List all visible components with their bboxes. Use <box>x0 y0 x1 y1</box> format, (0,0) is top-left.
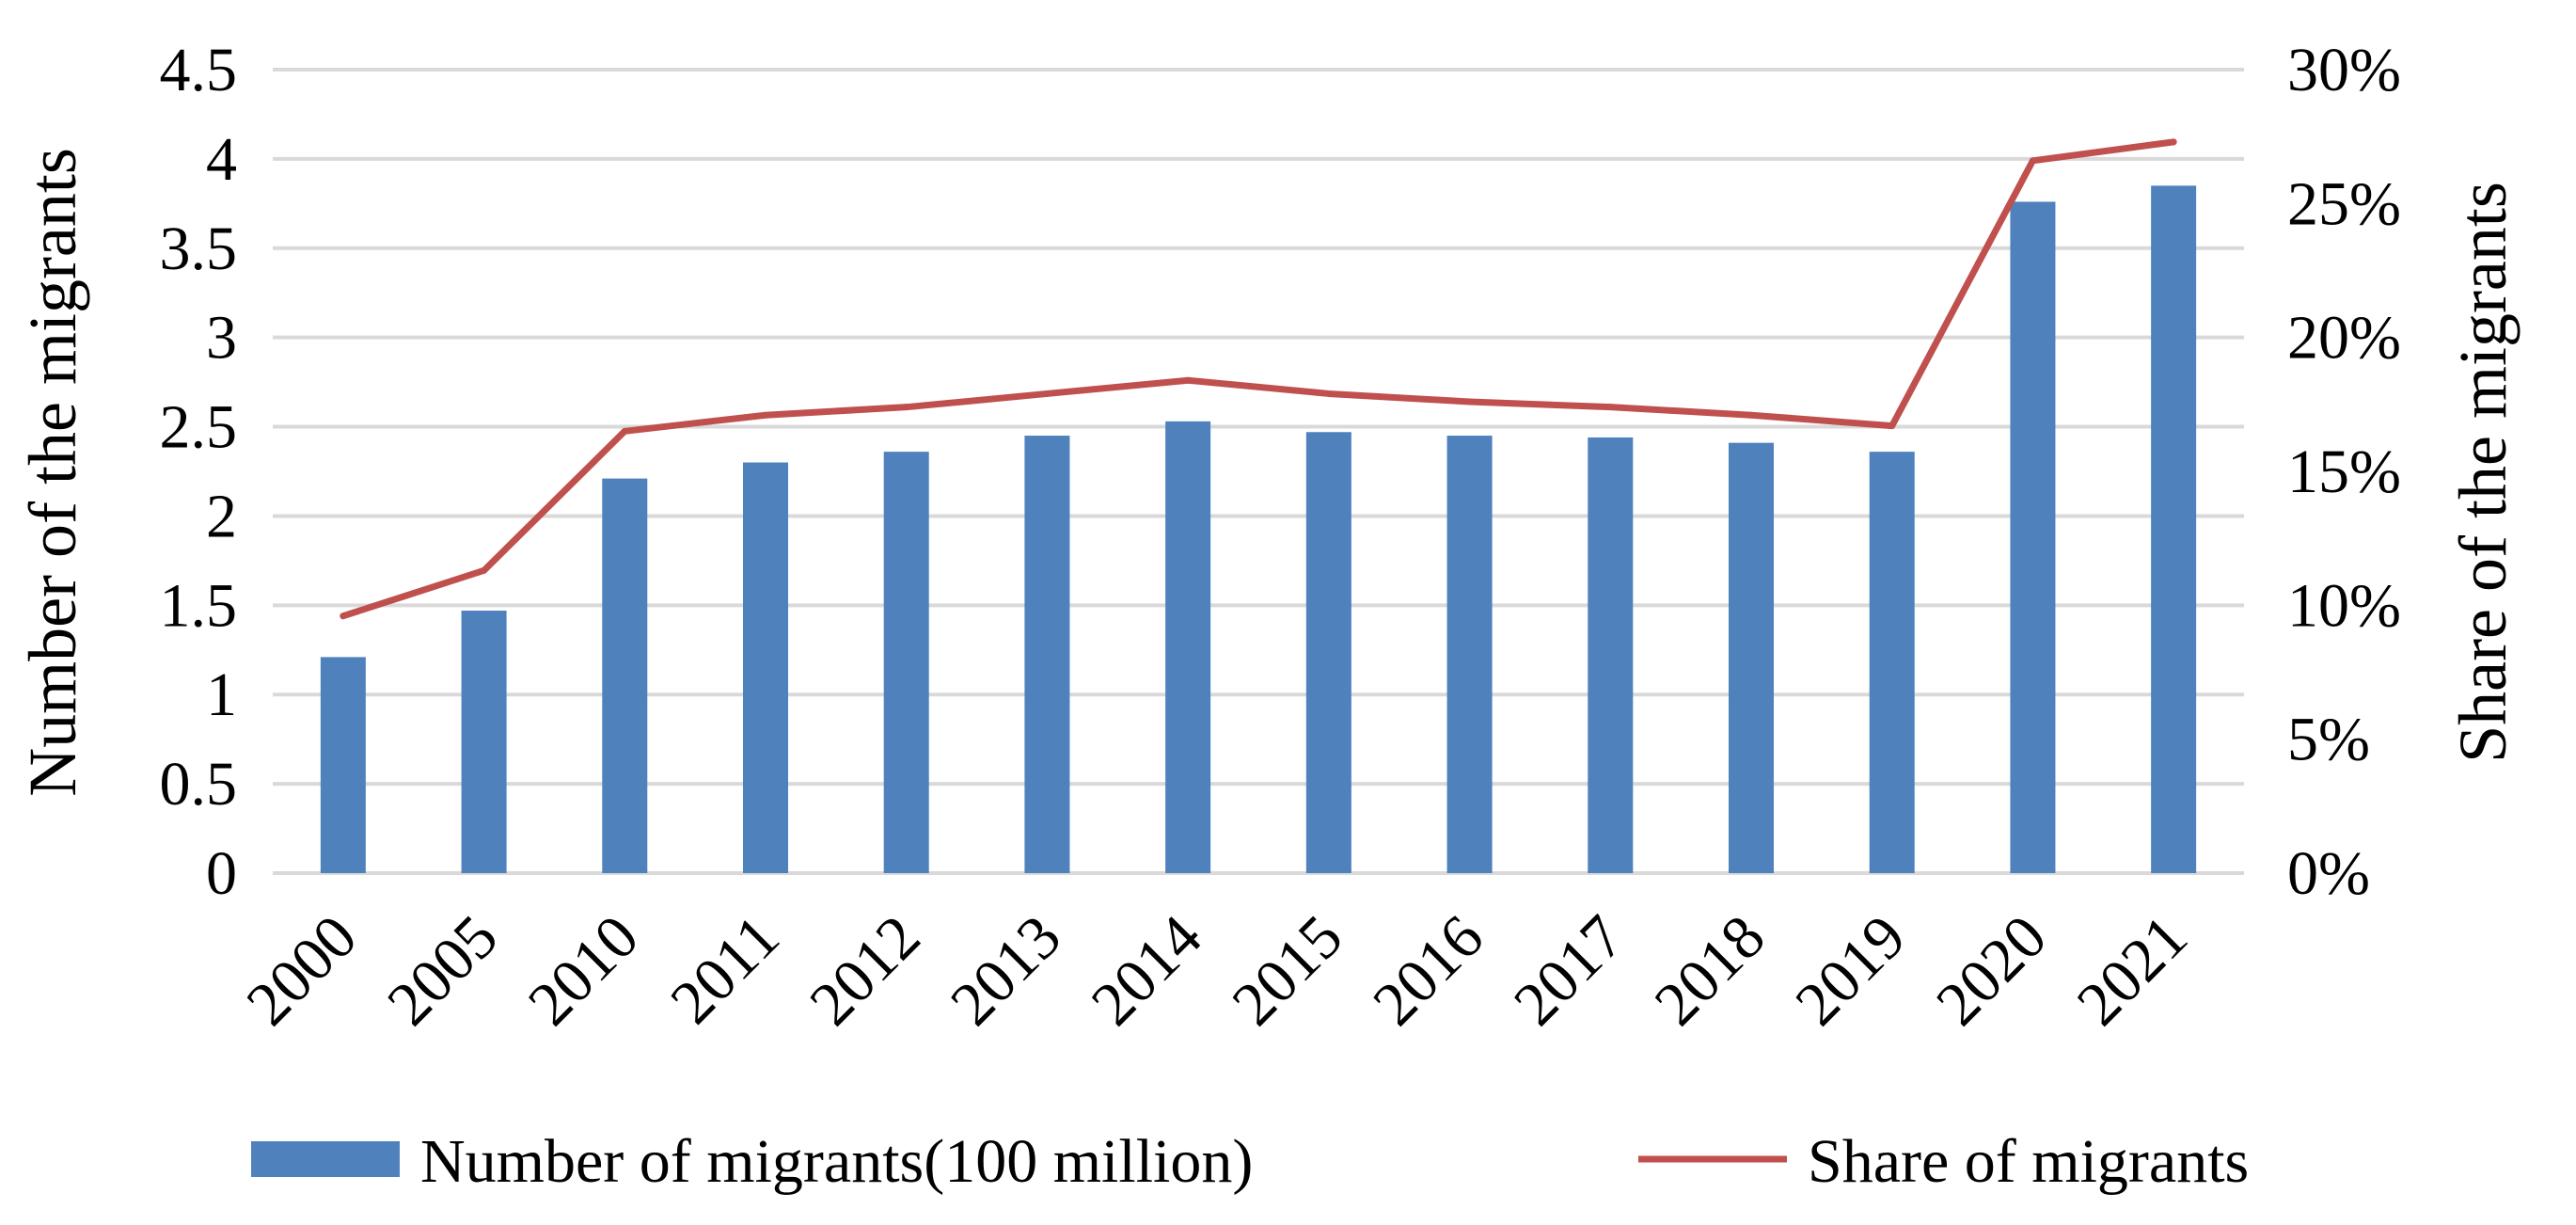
bar-2016 <box>1446 436 1493 873</box>
legend-line-label: Share of migrants <box>1808 1127 2249 1196</box>
line-point-2018 <box>1747 411 1755 419</box>
left-tick-label: 4.5 <box>160 36 238 104</box>
right-axis-title: Share of the migrants <box>2445 182 2521 763</box>
bar-2017 <box>1588 437 1634 873</box>
line-point-2014 <box>1184 376 1192 384</box>
bar-2019 <box>1869 452 1915 873</box>
right-tick-label: 15% <box>2287 438 2401 506</box>
x-tick-label: 2010 <box>515 902 652 1039</box>
bar-2000 <box>320 657 366 873</box>
share-line <box>340 138 2177 620</box>
bar-2010 <box>602 478 648 873</box>
x-tick-label: 2019 <box>1782 902 1919 1039</box>
x-tick-label: 2015 <box>1220 902 1356 1039</box>
left-tick-label: 1.5 <box>160 571 238 640</box>
x-tick-label: 2017 <box>1501 902 1637 1039</box>
right-tick-label: 10% <box>2287 571 2401 640</box>
x-tick-label: 2000 <box>234 902 371 1039</box>
line-point-2011 <box>762 411 769 419</box>
legend-bar-label: Number of migrants(100 million) <box>420 1127 1253 1196</box>
bar-2015 <box>1305 432 1351 873</box>
line-point-2020 <box>2029 157 2036 165</box>
legend-bar-swatch <box>251 1141 400 1177</box>
bar-2021 <box>2151 185 2197 873</box>
left-tick-label: 3.5 <box>160 215 238 283</box>
gridlines <box>273 68 2244 875</box>
line-point-2016 <box>1466 398 1474 406</box>
right-tick-label: 0% <box>2287 839 2370 908</box>
x-tick-label: 2016 <box>1360 902 1496 1039</box>
line-point-2010 <box>621 427 628 435</box>
left-tick-label: 0.5 <box>160 750 238 819</box>
x-tick-label: 2018 <box>1642 902 1778 1039</box>
bar-series <box>320 185 2197 874</box>
line-point-2013 <box>1043 390 1051 397</box>
right-tick-label: 25% <box>2287 169 2401 238</box>
left-axis-ticks: 0 0.5 1 1.5 2 2.5 3 3.5 4 4.5 <box>160 36 238 908</box>
x-tick-label: 2005 <box>374 902 511 1039</box>
left-tick-label: 4 <box>206 125 237 194</box>
bar-2005 <box>461 611 507 873</box>
legend: Number of migrants(100 million) Share of… <box>251 1127 2249 1196</box>
line-point-2021 <box>2170 138 2177 146</box>
x-tick-label: 2014 <box>1079 902 1215 1039</box>
left-tick-label: 2.5 <box>160 393 238 462</box>
line-point-2012 <box>903 404 910 411</box>
left-axis-title: Number of the migrants <box>15 148 90 797</box>
line-point-2015 <box>1325 390 1333 397</box>
x-tick-label: 2013 <box>938 902 1074 1039</box>
line-point-2019 <box>1889 422 1896 430</box>
left-tick-label: 0 <box>206 839 237 908</box>
x-tick-label: 2020 <box>1923 902 2060 1039</box>
x-axis-ticks: 2000 2005 2010 2011 2012 2013 2014 2015 2016 2017… <box>234 902 2201 1039</box>
bar-2018 <box>1729 442 1774 873</box>
line-point-2005 <box>481 566 488 574</box>
bar-2013 <box>1024 436 1070 873</box>
bar-2011 <box>743 462 788 873</box>
left-tick-label: 2 <box>206 482 237 550</box>
left-tick-label: 1 <box>206 660 237 729</box>
x-tick-label: 2021 <box>2064 902 2201 1039</box>
line-point-2017 <box>1606 404 1614 411</box>
right-tick-label: 20% <box>2287 304 2401 373</box>
x-tick-label: 2012 <box>797 902 933 1039</box>
line-series <box>340 138 2177 620</box>
bar-2014 <box>1165 421 1211 873</box>
line-point-2000 <box>340 612 347 620</box>
right-axis-ticks: 0% 5% 10% 15% 20% 25% 30% <box>2287 36 2401 908</box>
x-tick-label: 2011 <box>657 902 792 1037</box>
right-tick-label: 30% <box>2287 36 2401 104</box>
bar-2012 <box>883 452 929 873</box>
left-tick-label: 3 <box>206 304 237 373</box>
bar-2020 <box>2010 201 2056 874</box>
right-tick-label: 5% <box>2287 706 2370 774</box>
